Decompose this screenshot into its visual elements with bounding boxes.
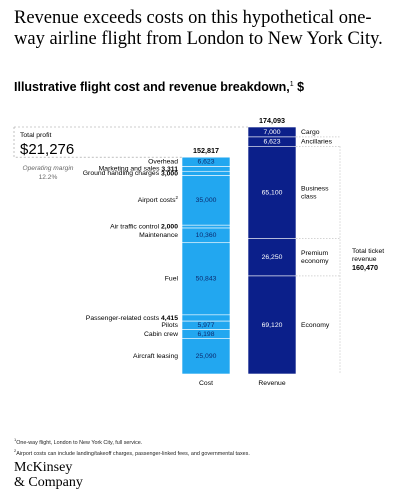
revenue-label-premium-economy-line2: economy: [301, 258, 329, 265]
cost-bar-air-traffic-control: [181, 224, 231, 229]
cost-value-cabin-crew: 6,198: [197, 331, 214, 338]
cost-label-aircraft-leasing: Aircraft leasing: [133, 353, 178, 360]
cost-label-passenger-related-costs: Passenger-related costs 4,415: [86, 315, 178, 322]
logo-line-2: & Company: [14, 475, 83, 490]
revenue-label-ancillaries: Ancillaries: [301, 138, 333, 145]
revenue-value-ancillaries: 6,623: [263, 138, 280, 145]
cost-value-overhead: 6,623: [197, 159, 214, 166]
x-tick-cost: Cost: [199, 380, 213, 387]
cost-label-marketing-and-sales: Marketing and sales 3,311: [99, 166, 179, 173]
profit-bracket: [13, 126, 248, 158]
cost-label-fuel: Fuel: [165, 276, 179, 283]
chart-subtitle: Illustrative flight cost and revenue bre…: [14, 80, 304, 94]
cost-label-overhead: Overhead: [148, 159, 178, 166]
cost-value-marketing-and-sales: 3,311: [161, 166, 178, 173]
margin-label: Operating margin: [23, 165, 74, 172]
ticket-value: 160,470: [352, 263, 378, 272]
cost-bar-ground-handling-charges: [181, 170, 231, 176]
x-tick-revenue: Revenue: [258, 380, 285, 387]
margin-value: 12.2%: [39, 174, 58, 181]
revenue-value-cargo: 7,000: [263, 129, 280, 136]
cost-value-aircraft-leasing: 25,090: [196, 353, 217, 360]
profit-label: Total profit: [20, 132, 51, 139]
cost-value-maintenance: 10,360: [196, 232, 217, 239]
cost-bar-airport-costs: [181, 175, 231, 226]
revenue-label-business-class-line1: Business: [301, 185, 329, 192]
revenue-label-premium-economy-line1: Premium: [301, 250, 329, 257]
revenue-label-business-class-line2: class: [301, 193, 317, 200]
footnote-1-text: One-way flight, London to New York City,…: [16, 439, 143, 446]
cost-label-air-traffic-control: Air traffic control 2,000: [110, 223, 178, 230]
cost-value-pilots: 5,977: [197, 322, 214, 329]
footnote-1-mark: 1: [14, 437, 17, 442]
profit-value: $21,276: [20, 141, 74, 158]
cost-bar-marketing-and-sales: [181, 166, 231, 172]
cost-bar-fuel: [181, 242, 231, 316]
subtitle-footnote-mark: 1: [289, 80, 294, 88]
cost-value-air-traffic-control: 2,000: [161, 223, 178, 230]
cost-value-airport-costs: 35,000: [196, 197, 217, 204]
subtitle-unit: $: [297, 80, 305, 94]
revenue-value-business-class: 65,100: [262, 189, 283, 196]
cost-value-passenger-related-costs: 4,415: [161, 315, 178, 322]
cost-bar-aircraft-leasing: [181, 338, 231, 375]
revenue-label-economy: Economy: [301, 322, 330, 329]
revenue-label-cargo: Cargo: [301, 129, 320, 136]
ticket-label-line1: Total ticket: [352, 248, 384, 255]
footnote-2-mark: 2: [14, 447, 17, 453]
subtitle-text: Illustrative flight cost and revenue bre…: [14, 80, 290, 94]
revenue-bar-economy: [247, 275, 297, 375]
cost-value-ground-handling-charges: 3,000: [161, 170, 178, 177]
revenue-bar-premium-economy: [247, 238, 297, 277]
ticket-label-line2: revenue: [352, 256, 377, 263]
cost-label-ground-handling-charges: Ground handling charges 3,000: [83, 170, 178, 177]
mckinsey-logo: McKinsey & Company: [14, 460, 83, 490]
chart-title: Revenue exceeds costs on this hypothetic…: [14, 8, 383, 49]
cost-total-label: 152,817: [193, 146, 219, 155]
cost-label-maintenance: Maintenance: [139, 232, 178, 239]
footnote-2: 2Airport costs can include landing/takeo…: [14, 447, 250, 458]
logo-line-1: McKinsey: [14, 460, 73, 475]
cost-label-cabin-crew: Cabin crew: [144, 331, 178, 338]
cost-label-note-airport-costs: 2: [175, 195, 178, 200]
footnote-2-text: Airport costs can include landing/takeof…: [16, 450, 250, 457]
revenue-value-premium-economy: 26,250: [262, 254, 283, 261]
revenue-bar-business-class: [247, 146, 297, 239]
revenue-value-economy: 69,120: [262, 322, 283, 329]
cost-label-pilots: Pilots: [161, 322, 178, 329]
revenue-total-label: 174,093: [259, 116, 285, 125]
footnote-1: 1One-way flight, London to New York City…: [14, 436, 250, 447]
cost-label-airport-costs: Airport costs2: [138, 195, 179, 204]
cost-value-fuel: 50,843: [196, 276, 217, 283]
footnotes: 1One-way flight, London to New York City…: [14, 436, 250, 458]
cost-bar-passenger-related-costs: [181, 314, 231, 322]
